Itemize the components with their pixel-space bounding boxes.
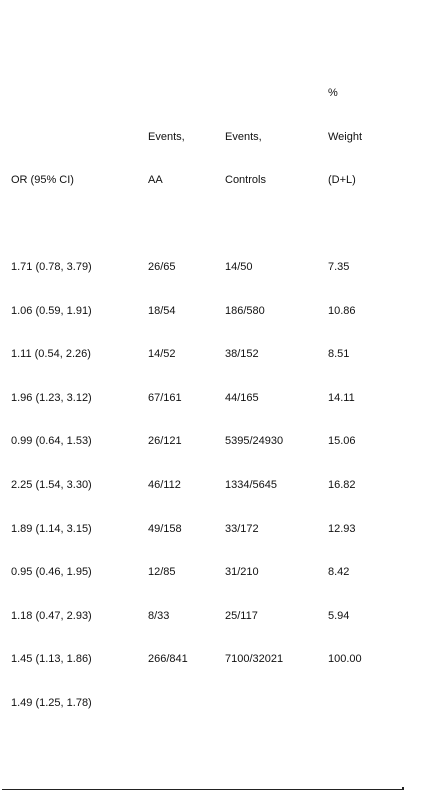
or-ci-cell: 1.89 (1.14, 3.15) [11, 523, 92, 535]
or-ci-cell: 2.25 (1.54, 3.30) [11, 479, 92, 491]
events-aa-cell: 266/841 [148, 653, 188, 665]
events-controls-cell: 14/50 [225, 261, 253, 273]
header-events-aa-line2: AA [148, 174, 163, 186]
header-events-controls-line1: Events, [225, 131, 262, 143]
bottom-axis-line [2, 789, 404, 790]
header-events-controls-line2: Controls [225, 174, 266, 186]
events-controls-cell: 25/117 [225, 610, 258, 622]
events-controls-cell: 31/210 [225, 566, 259, 578]
weight-cell: 5.94 [328, 610, 350, 622]
events-controls-cell: 1334/5645 [225, 479, 277, 491]
events-controls-cell: 44/165 [225, 392, 259, 404]
weight-cell: 14.11 [328, 392, 355, 404]
events-aa-cell: 49/158 [148, 523, 182, 535]
weight-cell: 8.51 [328, 348, 350, 360]
header-or-ci: OR (95% CI) [11, 174, 74, 186]
header-weight-line1: % [328, 87, 338, 99]
or-ci-cell: 1.18 (0.47, 2.93) [11, 610, 92, 622]
events-aa-cell: 46/112 [148, 479, 181, 491]
events-controls-cell: 186/580 [225, 305, 265, 317]
or-ci-cell: 1.06 (0.59, 1.91) [11, 305, 92, 317]
events-aa-cell: 26/121 [148, 435, 182, 447]
weight-cell: 100.00 [328, 653, 362, 665]
or-ci-cell: 1.96 (1.23, 3.12) [11, 392, 92, 404]
events-controls-cell: 33/172 [225, 523, 259, 535]
axis-end-tick [402, 787, 404, 789]
or-ci-cell: 0.95 (0.46, 1.95) [11, 566, 92, 578]
events-aa-cell: 14/52 [148, 348, 176, 360]
events-controls-cell: 5395/24930 [225, 435, 284, 447]
header-weight-line3: (D+L) [328, 174, 356, 186]
weight-cell: 10.86 [328, 305, 356, 317]
events-controls-cell: 7100/32021 [225, 653, 284, 665]
header-events-aa-line1: Events, [148, 131, 185, 143]
weight-cell: 12.93 [328, 523, 356, 535]
events-aa-cell: 26/65 [148, 261, 176, 273]
header-weight-line2: Weight [328, 131, 363, 143]
or-ci-cell: 1.71 (0.78, 3.79) [11, 261, 92, 273]
or-ci-cell: 1.45 (1.13, 1.86) [11, 653, 92, 665]
events-aa-cell: 12/85 [148, 566, 176, 578]
weight-cell: 8.42 [328, 566, 350, 578]
or-ci-cell: 0.99 (0.64, 1.53) [11, 435, 92, 447]
events-controls-cell: 38/152 [225, 348, 259, 360]
events-aa-cell: 8/33 [148, 610, 170, 622]
weight-cell: 7.35 [328, 261, 350, 273]
or-ci-cell: 1.11 (0.54, 2.26) [11, 348, 91, 360]
weight-cell: 16.82 [328, 479, 356, 491]
events-aa-cell: 67/161 [148, 392, 182, 404]
events-aa-cell: 18/54 [148, 305, 176, 317]
or-ci-cell: 1.49 (1.25, 1.78) [11, 697, 92, 709]
weight-cell: 15.06 [328, 435, 356, 447]
